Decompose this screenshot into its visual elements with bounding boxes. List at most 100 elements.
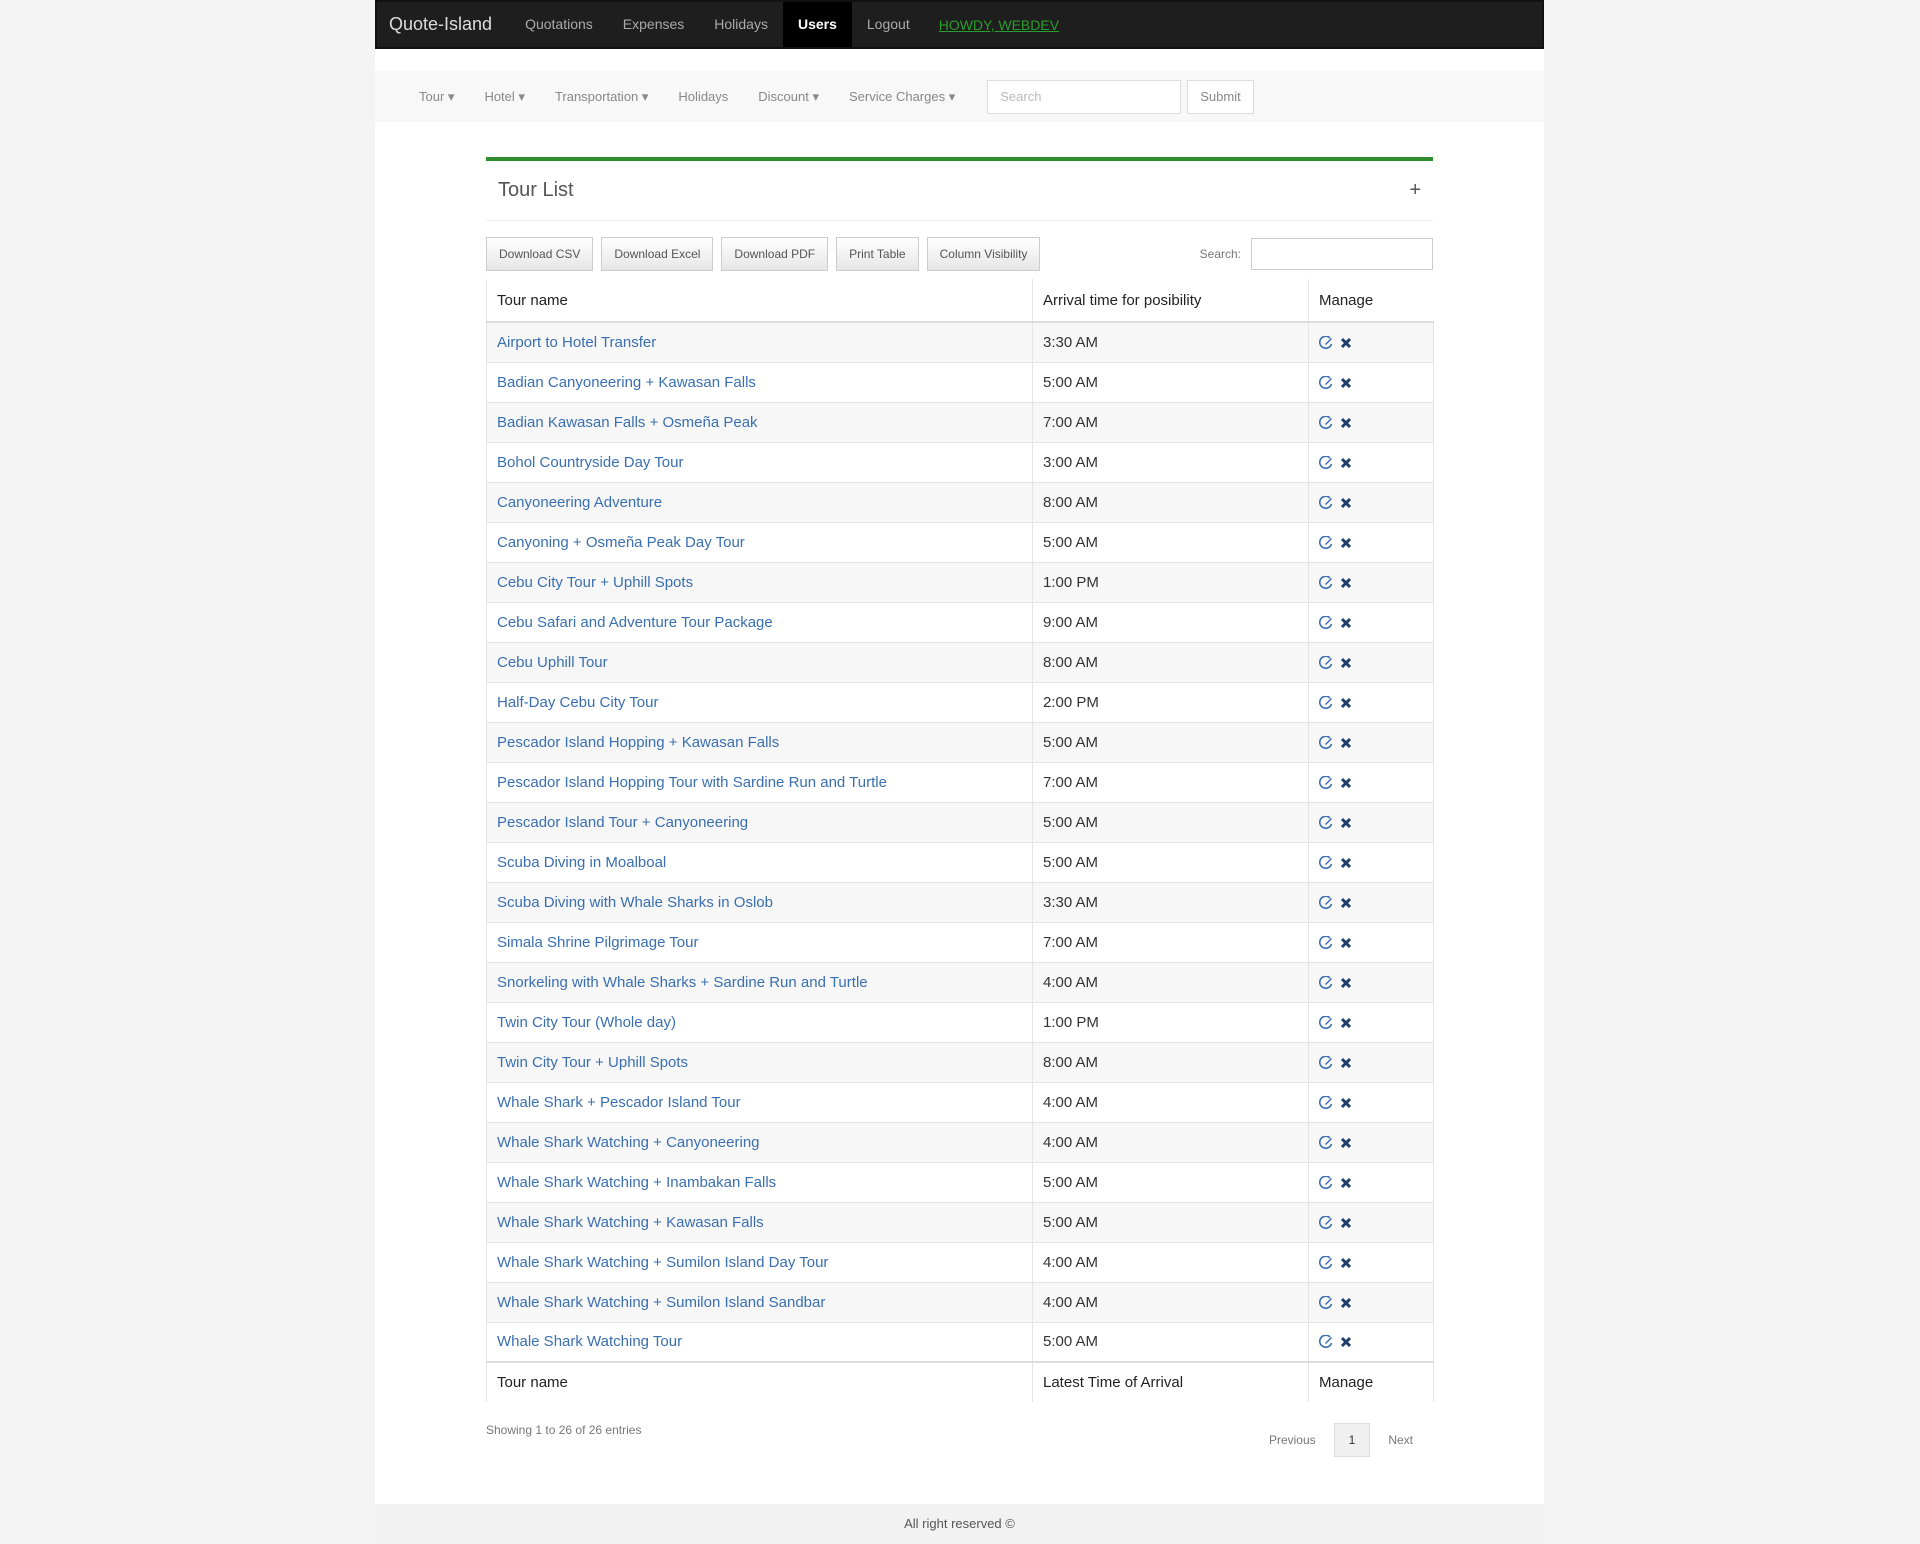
delete-icon[interactable] <box>1339 1016 1353 1030</box>
tour-link[interactable]: Whale Shark Watching + Canyoneering <box>497 1133 760 1151</box>
edit-icon[interactable] <box>1319 935 1333 950</box>
tour-link[interactable]: Whale Shark Watching Tour <box>497 1333 683 1351</box>
delete-icon[interactable] <box>1339 1296 1353 1310</box>
edit-icon[interactable] <box>1319 855 1333 870</box>
tour-link[interactable]: Badian Kawasan Falls + Osmeña Peak <box>497 413 758 431</box>
delete-icon[interactable] <box>1339 456 1353 470</box>
dropdown[interactable]: Discount <box>758 89 819 105</box>
delete-icon[interactable] <box>1339 736 1353 750</box>
export-button[interactable]: Download PDF <box>721 237 829 271</box>
edit-icon[interactable] <box>1319 815 1333 830</box>
tour-link[interactable]: Whale Shark + Pescador Island Tour <box>497 1093 741 1111</box>
next[interactable]: Next <box>1388 1433 1413 1447</box>
tour-link[interactable]: Twin City Tour + Uphill Spots <box>497 1053 689 1071</box>
delete-icon[interactable] <box>1339 936 1353 950</box>
nav-link[interactable]: Quotations <box>525 16 593 32</box>
delete-icon[interactable] <box>1339 656 1353 670</box>
export-button[interactable]: Print Table <box>836 237 919 271</box>
delete-icon[interactable] <box>1339 616 1353 630</box>
tour-link[interactable]: Whale Shark Watching + Sumilon Island Da… <box>497 1253 829 1271</box>
tour-link[interactable]: Snorkeling with Whale Sharks + Sardine R… <box>497 973 868 991</box>
edit-icon[interactable] <box>1319 375 1333 390</box>
tour-link[interactable]: Airport to Hotel Transfer <box>497 333 657 351</box>
tour-link[interactable]: Twin City Tour (Whole day) <box>497 1013 676 1031</box>
column-header[interactable]: Tour name <box>486 279 1033 323</box>
dropdown[interactable]: Tour <box>419 89 454 105</box>
tour-link[interactable]: Canyoneering Adventure <box>497 493 663 511</box>
column-header[interactable]: Manage <box>1308 279 1434 323</box>
edit-icon[interactable] <box>1319 1015 1333 1030</box>
tour-link[interactable]: Pescador Island Hopping Tour with Sardin… <box>497 773 887 791</box>
dropdown[interactable]: Transportation <box>555 89 648 105</box>
edit-icon[interactable] <box>1319 1335 1333 1349</box>
delete-icon[interactable] <box>1339 856 1353 870</box>
edit-icon[interactable] <box>1319 1055 1333 1070</box>
tour-link[interactable]: Canyoning + Osmeña Peak Day Tour <box>497 533 745 551</box>
tour-link[interactable]: Scuba Diving with Whale Sharks in Oslob <box>497 893 773 911</box>
nav-link[interactable]: Expenses <box>622 16 685 32</box>
edit-icon[interactable] <box>1319 615 1333 630</box>
delete-icon[interactable] <box>1339 1256 1353 1270</box>
nav-link[interactable]: Holidays <box>714 16 768 32</box>
tour-link[interactable]: Pescador Island Tour + Canyoneering <box>497 813 749 831</box>
tour-link[interactable]: Half-Day Cebu City Tour <box>497 693 659 711</box>
edit-icon[interactable] <box>1319 1175 1333 1190</box>
edit-icon[interactable] <box>1319 415 1333 430</box>
edit-icon[interactable] <box>1319 655 1333 670</box>
edit-icon[interactable] <box>1319 775 1333 790</box>
edit-icon[interactable] <box>1319 1295 1333 1310</box>
delete-icon[interactable] <box>1339 816 1353 830</box>
tour-link[interactable]: Cebu Safari and Adventure Tour Package <box>497 613 773 631</box>
delete-icon[interactable] <box>1339 1216 1353 1230</box>
export-button[interactable]: Download Excel <box>601 237 714 271</box>
column-header[interactable]: Arrival time for posibility <box>1032 279 1309 323</box>
nav-link[interactable]: Logout <box>866 16 910 32</box>
tour-link[interactable]: Simala Shrine Pilgrimage Tour <box>497 933 699 951</box>
delete-icon[interactable] <box>1339 776 1353 790</box>
search-input[interactable]: Search <box>987 79 1182 114</box>
edit-icon[interactable] <box>1319 1255 1333 1270</box>
tour-link[interactable]: Whale Shark Watching + Inambakan Falls <box>497 1173 777 1191</box>
edit-icon[interactable] <box>1319 735 1333 750</box>
delete-icon[interactable] <box>1339 696 1353 710</box>
delete-icon[interactable] <box>1339 1176 1353 1190</box>
previous[interactable]: Previous <box>1268 1433 1316 1447</box>
dropdown[interactable]: Service Charges <box>849 89 955 105</box>
delete-icon[interactable] <box>1339 496 1353 510</box>
tour-link[interactable]: Cebu City Tour + Uphill Spots <box>497 573 694 591</box>
brand[interactable]: Quote-Island <box>389 14 493 34</box>
column-visibility[interactable]: Column Visibility <box>926 237 1041 271</box>
delete-icon[interactable] <box>1339 1335 1353 1349</box>
edit-icon[interactable] <box>1319 495 1333 510</box>
tour-link[interactable]: Whale Shark Watching + Sumilon Island Sa… <box>497 1293 826 1311</box>
nav-link[interactable]: Users <box>782 2 852 47</box>
edit-icon[interactable] <box>1319 1095 1333 1110</box>
delete-icon[interactable] <box>1339 376 1353 390</box>
menu-link[interactable]: Holidays <box>678 89 729 104</box>
tour-link[interactable]: Badian Canyoneering + Kawasan Falls <box>497 373 756 391</box>
tour-link[interactable]: Whale Shark Watching + Kawasan Falls <box>497 1213 764 1231</box>
user-link[interactable]: HOWDY, WEBDEV <box>938 16 1060 33</box>
delete-icon[interactable] <box>1339 1096 1353 1110</box>
tour-link[interactable]: Pescador Island Hopping + Kawasan Falls <box>497 733 780 751</box>
edit-icon[interactable] <box>1319 335 1333 350</box>
tour-link[interactable]: Bohol Countryside Day Tour <box>497 453 684 471</box>
edit-icon[interactable] <box>1319 1135 1333 1150</box>
delete-icon[interactable] <box>1339 1136 1353 1150</box>
delete-icon[interactable] <box>1339 1056 1353 1070</box>
tour-link[interactable]: Cebu Uphill Tour <box>497 653 608 671</box>
edit-icon[interactable] <box>1319 695 1333 710</box>
dropdown[interactable]: Hotel <box>484 89 525 105</box>
submit-button[interactable]: Submit <box>1187 79 1254 114</box>
search-box[interactable] <box>1251 238 1433 270</box>
add-button[interactable]: + <box>1409 179 1421 201</box>
page-number[interactable]: 1 <box>1333 1423 1371 1457</box>
delete-icon[interactable] <box>1339 576 1353 590</box>
edit-icon[interactable] <box>1319 975 1333 990</box>
edit-icon[interactable] <box>1319 1215 1333 1230</box>
delete-icon[interactable] <box>1339 896 1353 910</box>
edit-icon[interactable] <box>1319 895 1333 910</box>
tour-link[interactable]: Scuba Diving in Moalboal <box>497 853 667 871</box>
delete-icon[interactable] <box>1339 536 1353 550</box>
export-button[interactable]: Download CSV <box>486 237 594 271</box>
